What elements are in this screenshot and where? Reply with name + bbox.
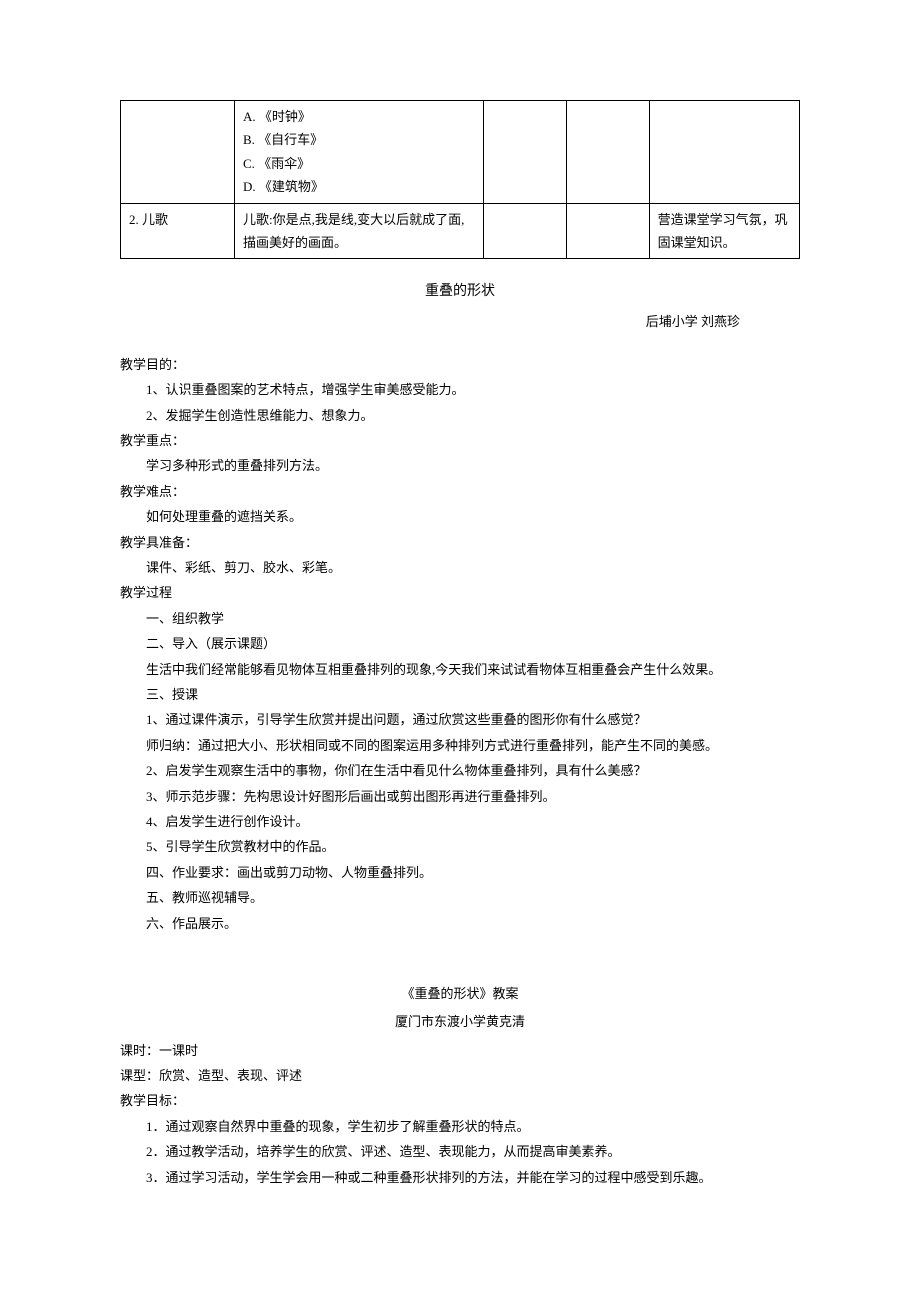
heading-prep: 教学具准备： <box>120 531 800 554</box>
doc1-title: 重叠的形状 <box>120 279 800 304</box>
cell-1-5 <box>649 101 799 204</box>
doc1-author: 后埔小学 刘燕珍 <box>120 310 800 333</box>
cell-2-3 <box>483 203 566 259</box>
option-a: A. 《时钟》 <box>243 105 475 128</box>
table-row: 2. 儿歌 儿歌:你是点,我是线,变大以后就成了面,描画美好的画面。 营造课堂学… <box>121 203 800 259</box>
doc2-subtitle: 厦门市东渡小学黄克清 <box>120 1010 800 1033</box>
cell-2-2: 儿歌:你是点,我是线,变大以后就成了面,描画美好的画面。 <box>235 203 484 259</box>
prep-1: 课件、彩纸、剪刀、胶水、彩笔。 <box>120 556 800 579</box>
option-b: B. 《自行车》 <box>243 128 475 151</box>
cell-2-4 <box>566 203 649 259</box>
doc2-goal2: 2．通过教学活动，培养学生的欣赏、评述、造型、表现能力，从而提高审美素养。 <box>120 1140 800 1163</box>
process-2: 二、导入（展示课题） <box>120 632 800 655</box>
process-1: 一、组织教学 <box>120 607 800 630</box>
table-row: A. 《时钟》 B. 《自行车》 C. 《雨伞》 D. 《建筑物》 <box>121 101 800 204</box>
process-4: 三、授课 <box>120 683 800 706</box>
process-3: 生活中我们经常能够看见物体互相重叠排列的现象,今天我们来试试看物体互相重叠会产生… <box>120 658 800 681</box>
process-11: 四、作业要求：画出或剪刀动物、人物重叠排列。 <box>120 861 800 884</box>
process-6: 师归纳：通过把大小、形状相同或不同的图案运用多种排列方式进行重叠排列，能产生不同… <box>120 734 800 757</box>
process-10: 5、引导学生欣赏教材中的作品。 <box>120 835 800 858</box>
doc2-body: 课时：一课时 课型：欣赏、造型、表现、评述 教学目标： 1．通过观察自然界中重叠… <box>120 1039 800 1189</box>
heading-purpose: 教学目的： <box>120 353 800 376</box>
process-8: 3、师示范步骤：先构思设计好图形后画出或剪出图形再进行重叠排列。 <box>120 785 800 808</box>
lesson-table: A. 《时钟》 B. 《自行车》 C. 《雨伞》 D. 《建筑物》 2. 儿歌 … <box>120 100 800 259</box>
cell-2-1: 2. 儿歌 <box>121 203 235 259</box>
cell-1-3 <box>483 101 566 204</box>
purpose-1: 1、认识重叠图案的艺术特点，增强学生审美感受能力。 <box>120 378 800 401</box>
heading-focus: 教学重点： <box>120 429 800 452</box>
doc2-line3: 教学目标： <box>120 1089 800 1112</box>
option-d: D. 《建筑物》 <box>243 175 475 198</box>
cell-1-1 <box>121 101 235 204</box>
focus-1: 学习多种形式的重叠排列方法。 <box>120 454 800 477</box>
doc2-line2: 课型：欣赏、造型、表现、评述 <box>120 1064 800 1087</box>
process-5: 1、通过课件演示，引导学生欣赏并提出问题，通过欣赏这些重叠的图形你有什么感觉？ <box>120 708 800 731</box>
heading-difficulty: 教学难点： <box>120 480 800 503</box>
heading-process: 教学过程 <box>120 581 800 604</box>
cell-1-2: A. 《时钟》 B. 《自行车》 C. 《雨伞》 D. 《建筑物》 <box>235 101 484 204</box>
option-c: C. 《雨伞》 <box>243 152 475 175</box>
process-7: 2、启发学生观察生活中的事物，你们在生活中看见什么物体重叠排列，具有什么美感？ <box>120 759 800 782</box>
difficulty-1: 如何处理重叠的遮挡关系。 <box>120 505 800 528</box>
purpose-2: 2、发掘学生创造性思维能力、想象力。 <box>120 404 800 427</box>
process-12: 五、教师巡视辅导。 <box>120 886 800 909</box>
cell-1-4 <box>566 101 649 204</box>
process-9: 4、启发学生进行创作设计。 <box>120 810 800 833</box>
cell-2-5: 营造课堂学习气氛，巩固课堂知识。 <box>649 203 799 259</box>
doc1-body: 教学目的： 1、认识重叠图案的艺术特点，增强学生审美感受能力。 2、发掘学生创造… <box>120 353 800 935</box>
doc2-goal3: 3．通过学习活动，学生学会用一种或二种重叠形状排列的方法，并能在学习的过程中感受… <box>120 1166 800 1189</box>
doc2-title: 《重叠的形状》教案 <box>120 982 800 1005</box>
doc2-line1: 课时：一课时 <box>120 1039 800 1062</box>
process-13: 六、作品展示。 <box>120 912 800 935</box>
doc2-goal1: 1．通过观察自然界中重叠的现象，学生初步了解重叠形状的特点。 <box>120 1115 800 1138</box>
